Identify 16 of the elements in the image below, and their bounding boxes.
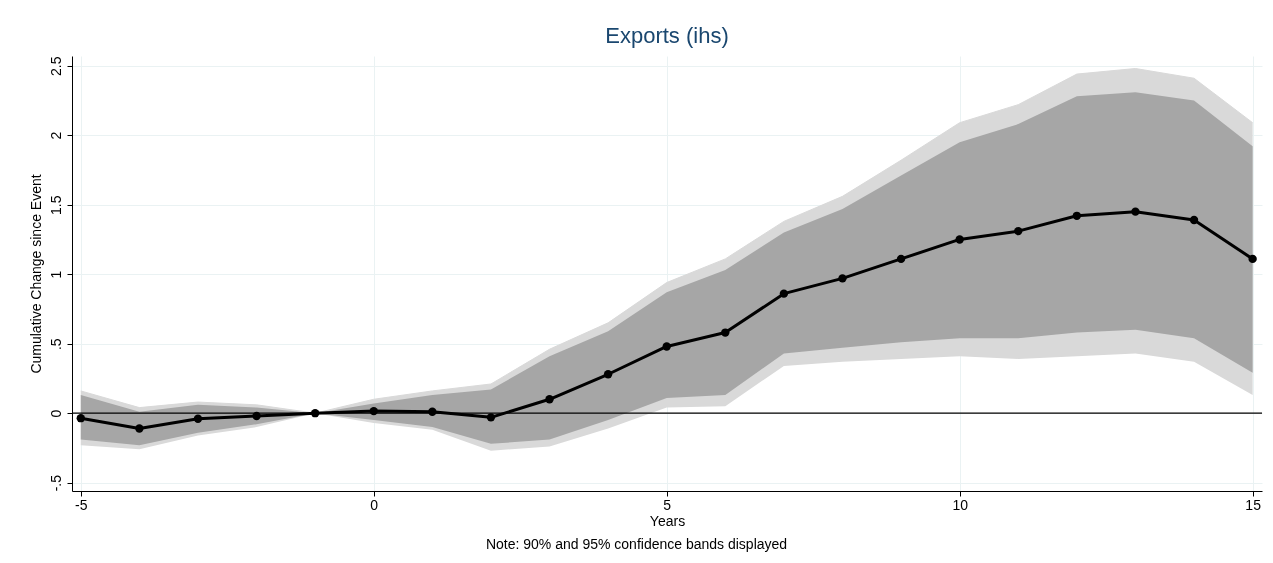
x-tick-label: 10 <box>952 496 969 513</box>
x-tick-label: -5 <box>75 496 88 513</box>
y-axis-title: Cumulative Change since Event <box>27 174 44 374</box>
y-tick-label: .5 <box>47 338 64 351</box>
x-tick-label: 15 <box>1245 496 1262 513</box>
x-tick-label: 5 <box>663 496 672 513</box>
y-tick-label: -.5 <box>47 474 64 492</box>
y-tick-label: 0 <box>47 409 64 418</box>
y-tick-label: 1 <box>47 270 64 279</box>
x-tick-label: 0 <box>370 496 379 513</box>
y-tick-label: 2 <box>47 131 64 140</box>
y-tick-label: 2.5 <box>47 56 64 76</box>
text: Note: 90% and 95% confidence bands displayed <box>484 536 789 552</box>
x-axis-title: Years <box>649 512 686 529</box>
chart-title: Exports (ihs) <box>605 23 729 48</box>
y-tick-label: 1.5 <box>47 195 64 215</box>
